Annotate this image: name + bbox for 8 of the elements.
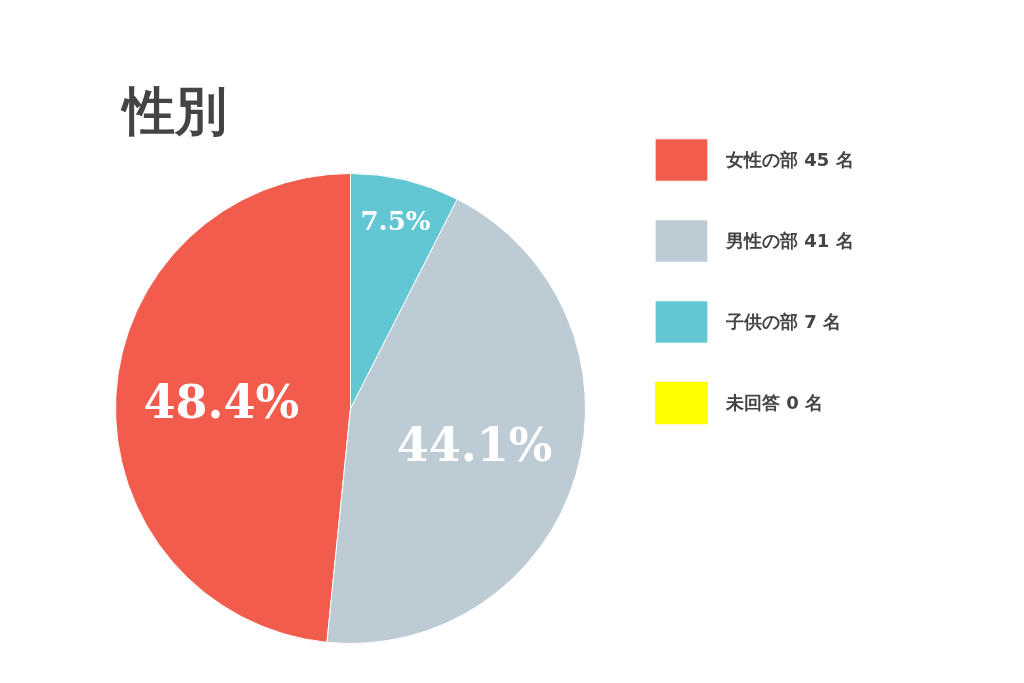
legend-label: 子供の部 7 名 [726,309,842,334]
data-label: 48.4% [143,375,300,430]
legend-label: 女性の部 45 名 [726,147,854,172]
legend-label: 未回答 0 名 [726,390,824,415]
data-label: 44.1% [396,417,553,472]
legend-label: 男性の部 41 名 [726,228,854,253]
data-label: 7.5% [360,206,431,237]
chart-title: 性別 [119,80,227,141]
